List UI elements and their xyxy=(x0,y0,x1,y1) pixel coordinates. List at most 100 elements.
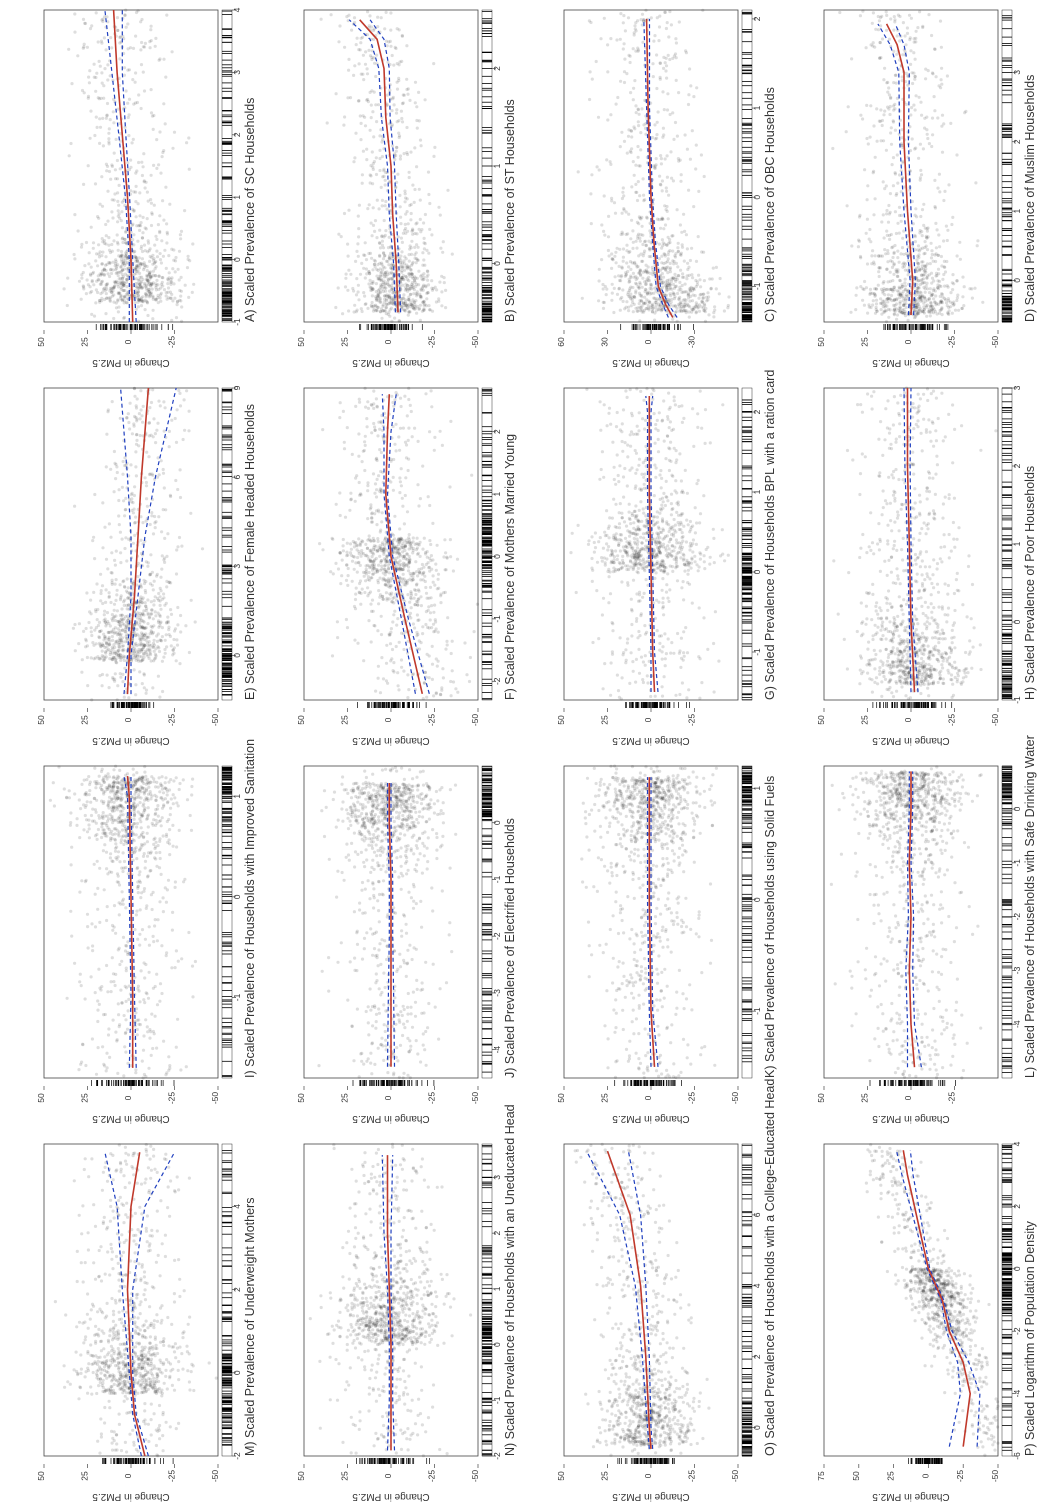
data-point xyxy=(634,104,638,108)
data-point xyxy=(136,298,140,302)
data-point xyxy=(880,123,884,128)
data-point xyxy=(398,157,402,161)
data-point xyxy=(162,486,166,490)
data-point xyxy=(159,459,163,463)
data-point xyxy=(697,309,702,313)
data-point xyxy=(613,254,617,258)
data-point xyxy=(409,211,413,216)
data-point xyxy=(871,249,875,253)
data-point xyxy=(149,201,153,205)
data-point xyxy=(380,198,384,202)
data-point xyxy=(368,181,372,185)
data-point xyxy=(903,284,908,288)
data-point xyxy=(912,103,916,107)
data-point xyxy=(880,220,884,224)
data-point xyxy=(157,399,161,403)
data-point xyxy=(401,231,405,235)
data-point xyxy=(157,591,161,596)
data-point xyxy=(656,110,660,114)
data-point xyxy=(106,189,110,193)
data-point xyxy=(160,280,164,284)
data-point xyxy=(116,274,120,278)
data-point xyxy=(149,284,153,288)
data-point xyxy=(363,62,368,66)
data-point xyxy=(878,56,882,60)
data-point xyxy=(714,265,719,269)
data-point xyxy=(631,271,636,275)
data-point xyxy=(372,135,376,139)
data-point xyxy=(152,163,156,167)
x-tick-label: 1 xyxy=(492,163,502,168)
data-point xyxy=(426,278,430,282)
data-point xyxy=(632,86,636,90)
data-point xyxy=(643,295,647,299)
data-point xyxy=(135,169,139,173)
data-point xyxy=(150,255,154,260)
data-point xyxy=(869,104,873,108)
data-point xyxy=(893,18,897,22)
data-point xyxy=(922,264,927,268)
data-point xyxy=(405,307,409,311)
data-point xyxy=(132,668,136,672)
data-point xyxy=(641,242,645,247)
data-point xyxy=(882,287,886,291)
data-point xyxy=(379,128,383,132)
data-point xyxy=(413,256,417,260)
data-point xyxy=(594,59,598,64)
data-point xyxy=(410,275,415,279)
data-point xyxy=(879,297,883,301)
data-point xyxy=(170,318,174,322)
data-point xyxy=(597,168,601,172)
data-point xyxy=(597,267,601,271)
data-point xyxy=(659,162,664,166)
data-point xyxy=(861,117,865,121)
data-point xyxy=(88,27,93,31)
data-point xyxy=(169,296,173,300)
data-point xyxy=(671,317,675,321)
data-point xyxy=(877,119,882,123)
data-point xyxy=(607,254,611,258)
data-point xyxy=(133,101,138,105)
data-point xyxy=(150,114,155,118)
x-tick-label: 3 xyxy=(1012,70,1022,75)
data-point xyxy=(661,135,665,139)
data-point xyxy=(423,212,427,217)
data-point xyxy=(137,298,141,302)
data-point xyxy=(379,185,383,189)
data-point xyxy=(912,37,916,41)
data-point xyxy=(932,95,936,99)
data-point xyxy=(109,600,113,605)
data-point xyxy=(175,638,179,642)
data-point xyxy=(140,275,144,279)
rug-band xyxy=(1001,9,1013,323)
data-point xyxy=(160,659,164,663)
data-point xyxy=(138,271,142,275)
data-point xyxy=(400,116,404,121)
data-point xyxy=(633,295,637,300)
data-point xyxy=(410,281,414,285)
data-point xyxy=(679,268,683,272)
data-point xyxy=(110,163,114,167)
data-point xyxy=(699,153,704,157)
data-point xyxy=(928,314,932,318)
data-point xyxy=(644,244,648,248)
data-point xyxy=(346,242,350,246)
data-point xyxy=(906,273,910,277)
data-point xyxy=(135,397,139,401)
data-point xyxy=(417,306,421,311)
data-point xyxy=(137,261,141,265)
data-point xyxy=(660,179,665,183)
data-point xyxy=(900,246,905,250)
data-point xyxy=(141,165,145,169)
data-point xyxy=(639,272,643,276)
data-point xyxy=(95,279,99,283)
data-point xyxy=(895,52,899,56)
data-point xyxy=(176,267,180,271)
data-point xyxy=(885,229,889,233)
data-point xyxy=(145,190,149,194)
data-point xyxy=(636,144,640,149)
data-point xyxy=(629,304,633,308)
data-point xyxy=(918,231,922,235)
data-point xyxy=(379,16,383,20)
data-point xyxy=(631,160,635,164)
